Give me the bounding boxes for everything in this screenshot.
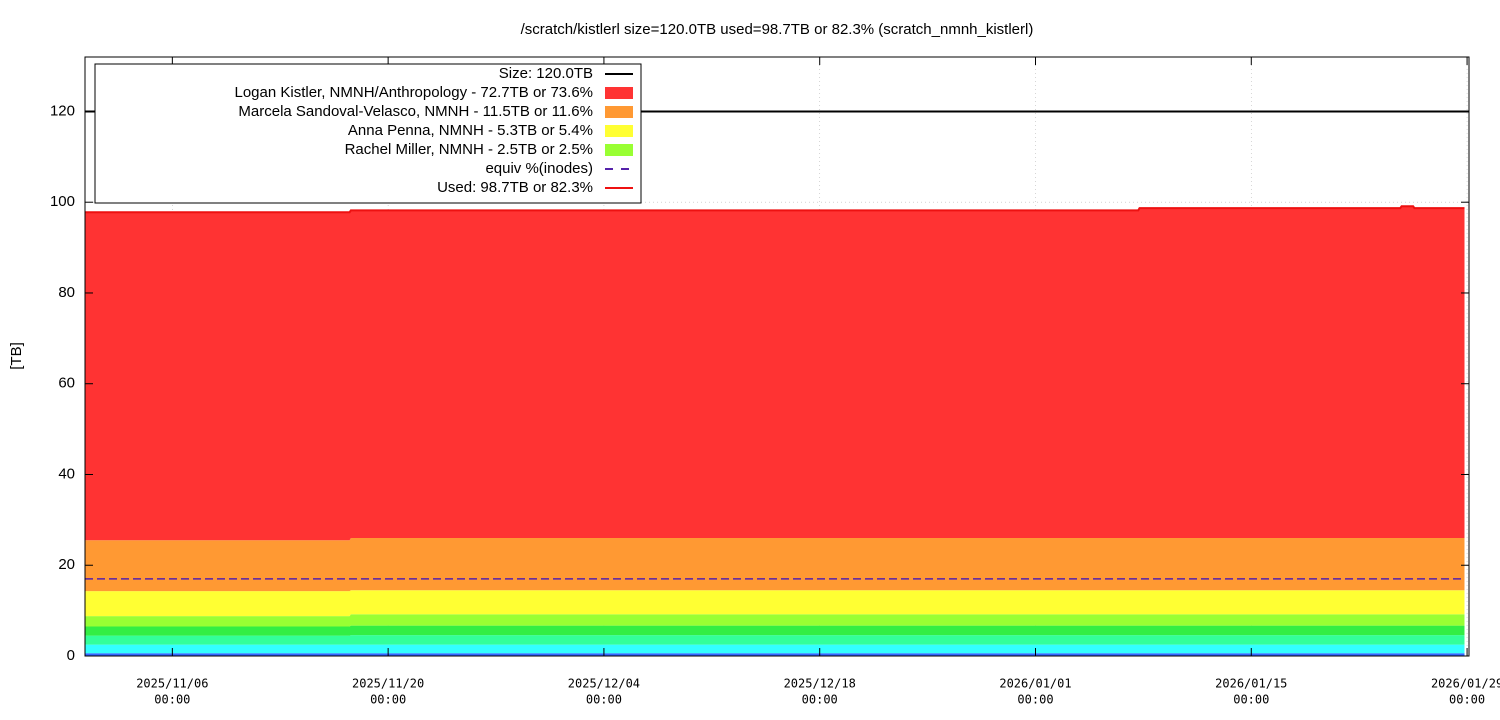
x-tick-label: 00:00 — [586, 693, 622, 707]
legend-box — [94, 63, 642, 204]
y-tick-label: 80 — [58, 284, 75, 301]
x-tick-label: 2025/12/18 — [784, 677, 856, 691]
area — [85, 538, 1465, 592]
legend-swatch — [605, 144, 633, 156]
x-tick-label: 2026/01/29 — [1431, 677, 1500, 691]
area — [85, 653, 1465, 656]
y-tick-label: 120 — [50, 102, 75, 119]
line — [85, 205, 1465, 214]
legend-swatch — [605, 87, 633, 99]
x-tick-label: 2025/12/04 — [568, 677, 640, 691]
legend-label: Used: 98.7TB or 82.3% — [437, 179, 593, 196]
legend-label: Anna Penna, NMNH - 5.3TB or 5.4% — [348, 122, 593, 139]
legend-swatch — [605, 106, 633, 118]
chart-title: /scratch/kistlerl size=120.0TB used=98.7… — [521, 21, 1034, 38]
y-tick-label: 20 — [58, 556, 75, 573]
y-tick-label: 0 — [67, 647, 75, 664]
area — [85, 206, 1465, 541]
y-tick-label: 60 — [58, 375, 75, 392]
area — [85, 625, 1465, 636]
x-tick-label: 00:00 — [1233, 693, 1269, 707]
plot-frame — [84, 56, 1470, 657]
y-tick-label: 100 — [50, 193, 75, 210]
x-tick-label: 2026/01/01 — [999, 677, 1071, 691]
x-tick-label: 00:00 — [1017, 693, 1053, 707]
legend-label: Marcela Sandoval-Velasco, NMNH - 11.5TB … — [238, 103, 593, 120]
area — [85, 614, 1465, 627]
area — [85, 590, 1465, 617]
area — [85, 644, 1465, 654]
legend-label: Size: 120.0TB — [499, 65, 593, 82]
y-tick-label: 40 — [58, 465, 75, 482]
x-tick-label: 00:00 — [1449, 693, 1485, 707]
legend-label: Logan Kistler, NMNH/Anthropology - 72.7T… — [234, 84, 593, 101]
x-tick-label: 2026/01/15 — [1215, 677, 1287, 691]
y-axis-label: [TB] — [8, 342, 25, 370]
x-tick-label: 00:00 — [802, 693, 838, 707]
x-tick-label: 00:00 — [370, 693, 406, 707]
area — [85, 635, 1465, 645]
legend-swatch — [605, 125, 633, 137]
x-tick-label: 00:00 — [154, 693, 190, 707]
legend-label: equiv %(inodes) — [485, 160, 593, 177]
legend-label: Rachel Miller, NMNH - 2.5TB or 2.5% — [345, 141, 593, 158]
x-tick-label: 2025/11/06 — [136, 677, 208, 691]
x-tick-label: 2025/11/20 — [352, 677, 424, 691]
